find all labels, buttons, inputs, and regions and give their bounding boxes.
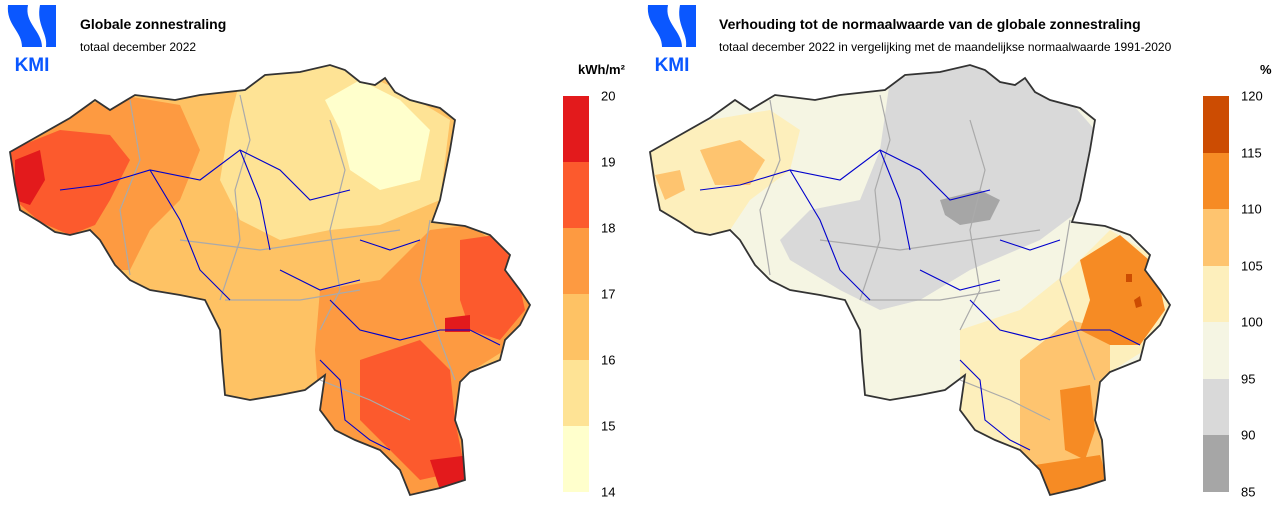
legend-tick-label: 16 [601,352,616,368]
map-subtitle: totaal december 2022 in vergelijking met… [719,40,1172,54]
legend-unit: % [1260,62,1272,77]
belgium-ratio-map [649,64,1171,496]
legend-swatch [563,360,589,426]
legend-swatch [1203,378,1229,436]
legend-swatch [1203,209,1229,266]
legend-tick-label: 17 [601,286,616,302]
legend-tick-label: 110 [1241,201,1262,217]
map-panel-ratio: KMI Verhouding tot de normaalwaarde van … [640,0,1280,507]
legend-tick-label: 85 [1241,484,1256,500]
legend-tick-label: 100 [1241,314,1263,330]
belgium-radiation-map [9,64,531,496]
kmi-logo: KMI [647,5,696,73]
legend-tick-label: 19 [601,154,616,170]
legend-tick-label: 115 [1241,145,1262,161]
legend-bar [563,96,589,492]
legend-swatch [1203,96,1229,153]
legend-tick-label: 120 [1241,88,1263,104]
legend-swatch [563,162,589,228]
map-panel-radiation: KMI Globale zonnestraling totaal decembe… [7,5,625,500]
logo-text: KMI [655,55,690,73]
legend-swatch [1203,265,1229,323]
legend-tick-label: 14 [601,484,616,500]
legend-swatch [1203,435,1229,492]
legend-swatch [1203,322,1229,379]
legend-tick-label: 95 [1241,371,1256,387]
legend-tick-label: 18 [601,220,616,236]
kmi-logo: KMI [7,5,56,73]
logo-text: KMI [15,55,50,73]
legend-swatch [563,294,589,360]
legend-bar [1203,96,1229,492]
legend-tick-label: 15 [601,418,616,434]
legend-swatch [563,96,589,162]
legend-tick-label: 105 [1241,258,1263,274]
map-title: Verhouding tot de normaalwaarde van de g… [719,16,1141,32]
legend-swatch [563,228,589,294]
legend-tick-label: 20 [601,88,616,104]
legend-tick-label: 90 [1241,427,1256,443]
legend-swatch [563,426,589,492]
legend-unit: kWh/m² [578,62,625,77]
map-subtitle: totaal december 2022 [80,40,197,54]
map-title: Globale zonnestraling [80,16,227,32]
legend-swatch [1203,152,1229,210]
